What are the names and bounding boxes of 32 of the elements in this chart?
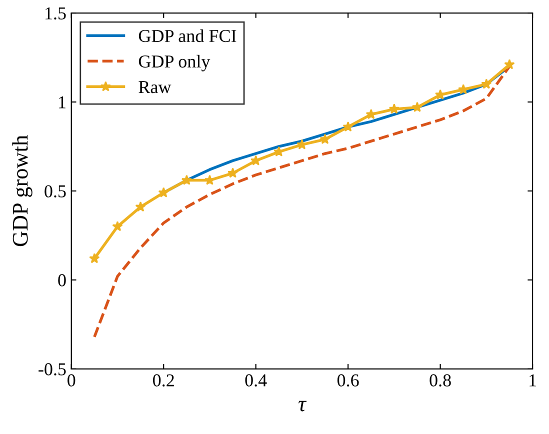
x-tick-label: 0.8	[430, 374, 451, 387]
point	[481, 78, 492, 89]
point	[388, 104, 400, 114]
point	[158, 187, 169, 198]
point	[504, 59, 515, 70]
y-tick-label: 1.5	[46, 7, 66, 20]
point	[181, 174, 192, 185]
point	[89, 253, 100, 264]
y-tick-label: 0	[58, 274, 66, 286]
x-tick-label: 0.4	[245, 374, 267, 387]
point	[112, 220, 123, 232]
point	[342, 121, 354, 132]
point	[250, 155, 262, 166]
point	[135, 201, 146, 212]
point	[434, 89, 446, 100]
legend-label: GDP and FCI	[138, 29, 236, 42]
x-tick-label: 0.6	[337, 374, 359, 387]
point	[227, 168, 238, 178]
y-tick-label: 0.5	[44, 185, 66, 198]
legend-label: Raw	[138, 81, 172, 94]
point	[320, 134, 330, 144]
y-tick-label: -0.5	[38, 363, 66, 376]
legend-label: GDP only	[138, 54, 210, 72]
y-tick-label: 1	[59, 96, 66, 108]
y-axis-title: GDP growth	[12, 135, 32, 246]
point	[366, 108, 376, 120]
x-tick-label: 0	[68, 374, 76, 386]
x-tick-label: 1	[530, 374, 536, 386]
x-axis-title: τ	[298, 400, 307, 412]
x-tick-label: 0.2	[153, 374, 174, 387]
point	[412, 102, 423, 112]
point	[458, 84, 469, 94]
